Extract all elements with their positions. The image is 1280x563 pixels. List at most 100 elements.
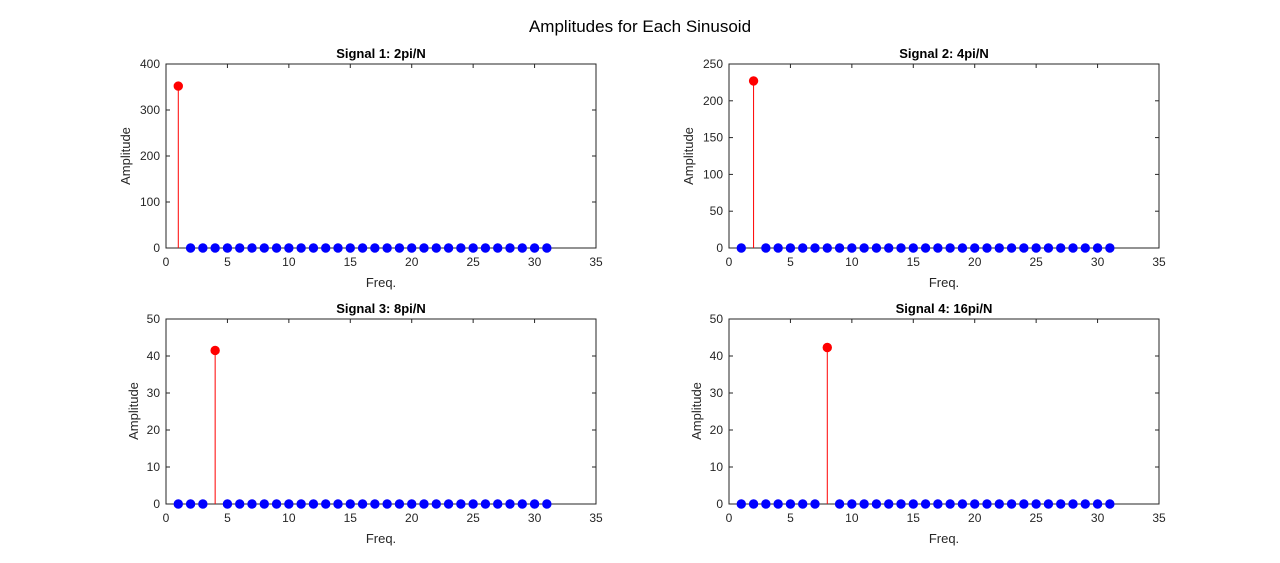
data-point <box>847 243 857 253</box>
data-point <box>333 243 343 253</box>
x-axis-label: Freq. <box>929 275 959 290</box>
data-point <box>945 499 955 509</box>
data-point <box>480 243 491 253</box>
data-point <box>970 243 980 253</box>
x-tick-label: 10 <box>845 255 859 269</box>
data-point <box>493 243 503 253</box>
data-point <box>847 499 857 509</box>
data-point <box>859 499 869 509</box>
subplot-title: Signal 2: 4pi/N <box>899 46 989 61</box>
x-tick-label: 0 <box>163 255 170 269</box>
data-point <box>798 499 808 509</box>
data-point <box>198 499 208 509</box>
data-point <box>419 499 429 509</box>
data-point <box>296 243 306 253</box>
data-point <box>1031 243 1041 253</box>
y-tick-label: 0 <box>716 241 723 255</box>
y-axis-label: Amplitude <box>126 382 141 440</box>
data-point <box>798 243 808 253</box>
x-tick-label: 0 <box>163 511 170 525</box>
x-tick-label: 30 <box>1091 255 1105 269</box>
y-tick-label: 200 <box>703 94 723 108</box>
x-axis-label: Freq. <box>929 531 959 546</box>
x-tick-label: 15 <box>907 511 921 525</box>
data-point <box>382 243 392 253</box>
axes-box <box>728 63 1160 249</box>
data-point <box>736 499 746 509</box>
data-point <box>235 243 245 253</box>
highlight-point <box>748 76 759 86</box>
data-point <box>1080 243 1090 253</box>
data-point <box>1031 499 1041 509</box>
data-point <box>920 499 931 509</box>
y-tick-label: 50 <box>710 312 724 326</box>
y-tick-label: 50 <box>147 312 161 326</box>
data-point <box>185 243 196 253</box>
x-tick-label: 35 <box>1152 511 1166 525</box>
data-point <box>505 499 515 509</box>
data-point <box>884 499 894 509</box>
x-tick-label: 10 <box>845 511 859 525</box>
x-tick-label: 20 <box>968 511 982 525</box>
y-tick-label: 400 <box>140 57 160 71</box>
highlight-point <box>822 342 832 353</box>
data-point <box>431 499 441 509</box>
data-point <box>407 243 417 253</box>
data-point <box>871 243 882 253</box>
data-point <box>773 243 783 253</box>
x-axis-label: Freq. <box>366 275 396 290</box>
y-tick-label: 0 <box>153 241 160 255</box>
x-tick-label: 25 <box>1029 255 1043 269</box>
x-tick-label: 20 <box>405 255 419 269</box>
subplot-title: Signal 3: 8pi/N <box>336 301 426 316</box>
y-tick-label: 100 <box>703 167 723 181</box>
y-tick-label: 0 <box>716 497 723 511</box>
data-point <box>1043 499 1054 509</box>
data-point <box>920 243 931 253</box>
y-axis-label: Amplitude <box>118 127 133 185</box>
data-point <box>382 499 392 509</box>
data-point <box>1056 243 1066 253</box>
data-point <box>222 499 233 509</box>
data-point <box>859 243 869 253</box>
x-tick-label: 25 <box>1029 511 1043 525</box>
data-point <box>773 499 783 509</box>
x-tick-label: 30 <box>528 255 542 269</box>
data-point <box>480 499 491 509</box>
data-point <box>1105 499 1115 509</box>
data-point <box>1043 243 1054 253</box>
data-point <box>884 243 894 253</box>
data-point <box>1092 499 1103 509</box>
subplot-title: Signal 4: 16pi/N <box>896 301 993 316</box>
x-tick-label: 5 <box>787 511 794 525</box>
x-tick-label: 5 <box>224 255 231 269</box>
y-tick-label: 20 <box>147 423 161 437</box>
data-point <box>456 243 466 253</box>
y-tick-label: 250 <box>703 57 723 71</box>
data-point <box>271 499 282 509</box>
data-point <box>259 499 269 509</box>
axes-box <box>165 63 597 249</box>
x-tick-label: 20 <box>968 255 982 269</box>
data-point <box>810 499 820 509</box>
data-point <box>1019 243 1029 253</box>
subplot-signal-1: Signal 1: 2pi/N Freq. Amplitude 0 5 10 15 20… <box>118 46 603 290</box>
subplot-signal-3: Signal 3: 8pi/N Freq. Amplitude 0 5 10 15 20… <box>126 301 603 546</box>
data-point <box>908 243 918 253</box>
y-tick-label: 10 <box>147 460 161 474</box>
y-tick-label: 40 <box>147 349 161 363</box>
data-point <box>994 243 1004 253</box>
data-point <box>407 499 417 509</box>
data-point <box>1092 243 1103 253</box>
x-tick-label: 0 <box>726 511 733 525</box>
data-point <box>308 243 319 253</box>
x-tick-label: 35 <box>589 511 603 525</box>
data-point <box>468 499 478 509</box>
data-point <box>529 243 540 253</box>
x-tick-label: 25 <box>466 255 480 269</box>
data-point <box>834 243 845 253</box>
data-point <box>173 499 183 509</box>
data-point <box>517 499 527 509</box>
subplot-signal-4: Signal 4: 16pi/N Freq. Amplitude 0 5 10 15 2… <box>689 301 1166 546</box>
data-point <box>945 243 955 253</box>
